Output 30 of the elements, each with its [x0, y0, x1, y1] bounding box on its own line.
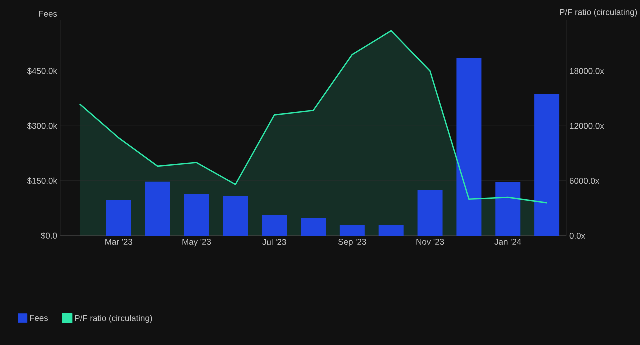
bar [145, 182, 170, 236]
bar [184, 194, 210, 236]
bar [223, 196, 248, 236]
x-tick-label: Sep '23 [338, 239, 366, 247]
x-tick-label: May '23 [182, 239, 212, 247]
y2-tick-label: 0.0x [570, 233, 586, 239]
bar [262, 215, 288, 236]
bar [301, 218, 326, 236]
bar [496, 182, 521, 236]
bar [378, 225, 404, 236]
x-tick-label: Jan '24 [494, 239, 522, 246]
y-tick-label: $150.0k [27, 178, 58, 185]
legend-label: Fees [30, 315, 48, 322]
bar [418, 190, 443, 236]
bar [340, 225, 365, 236]
x-tick-label: Jul '23 [262, 239, 286, 246]
legend-label: P/F ratio (circulating) [75, 315, 152, 324]
y-tick-label: $450.0k [27, 68, 58, 75]
y2-tick-label: 12000.0x [570, 123, 604, 130]
bar [106, 200, 132, 236]
y-axis-title: Fees [39, 11, 58, 17]
x-tick-label: Nov '23 [416, 239, 444, 246]
y2-tick-label: 6000.0x [570, 178, 600, 184]
bar [534, 94, 560, 236]
bar [456, 58, 482, 236]
y2-axis-title: P/F ratio (circulating) [560, 9, 638, 17]
y-tick-label: $300.0k [27, 122, 58, 130]
y-tick-label: $0.0 [41, 232, 58, 240]
y2-tick-label: 18000.0x [570, 68, 604, 74]
x-tick-label: Mar '23 [106, 239, 132, 246]
